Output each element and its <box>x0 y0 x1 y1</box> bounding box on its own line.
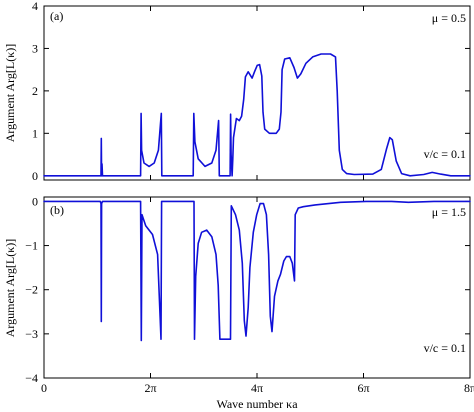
panel-b-y-axis-title: Argument Arg[L(κ)] <box>3 239 17 338</box>
panel-a-y-tick-label-3: 3 <box>32 41 38 55</box>
panel-a-series-line <box>43 53 471 177</box>
panel-a-y-axis-title: Argument Arg[L(κ)] <box>3 44 17 143</box>
panel-b-series-line <box>43 200 471 342</box>
panel-b-vc-annotation: v/c = 0.1 <box>424 341 466 355</box>
x-axis-title: Wave number κa <box>216 397 298 411</box>
panel-b-frame <box>43 196 471 379</box>
panel-a-tick-labels: 0 1 2 3 4 <box>32 0 38 183</box>
panel-a-ticks <box>43 5 471 180</box>
panel-a-y-tick-label-2: 2 <box>32 84 38 98</box>
panel-a: 0 1 2 3 4 (a) μ = 0.5 v/c = 0.1 Argument Arg… <box>3 0 471 183</box>
panel-b-x-tick-label-2: 4π <box>251 381 263 395</box>
panel-a-y-tick-label-4: 4 <box>32 0 38 13</box>
panel-a-y-tick-label-0: 0 <box>32 169 38 183</box>
panel-b-x-tick-label-4: 8π <box>464 381 474 395</box>
panel-b-x-tick-label-1: 2π <box>144 381 156 395</box>
panel-b-mu-annotation: μ = 1.5 <box>432 205 466 219</box>
panel-a-frame <box>43 5 471 181</box>
panel-a-mu-annotation: μ = 0.5 <box>432 11 466 25</box>
panel-a-y-tick-label-1: 1 <box>32 126 38 140</box>
panel-a-label: (a) <box>50 9 63 23</box>
panel-b-x-tick-label-0: 0 <box>41 381 47 395</box>
panel-b-label: (b) <box>50 203 64 217</box>
panel-b-x-tick-label-3: 6π <box>357 381 369 395</box>
panel-b: 0 2π 4π 6π 8π 0 −1 −2 −3 −4 (b) μ = 1.5 v/c = 0.1… <box>3 194 474 411</box>
panel-b-tick-labels: 0 2π 4π 6π 8π 0 −1 −2 −3 −4 <box>25 194 474 395</box>
panel-b-y-tick-label-1: −1 <box>25 239 38 253</box>
panel-b-ticks <box>43 197 471 379</box>
panel-b-y-tick-label-2: −2 <box>25 283 38 297</box>
panel-a-vc-annotation: v/c = 0.1 <box>424 147 466 161</box>
panel-b-y-tick-label-4: −4 <box>25 371 38 385</box>
panel-b-y-tick-label-0: 0 <box>32 194 38 208</box>
panel-b-y-tick-label-3: −3 <box>25 327 38 341</box>
